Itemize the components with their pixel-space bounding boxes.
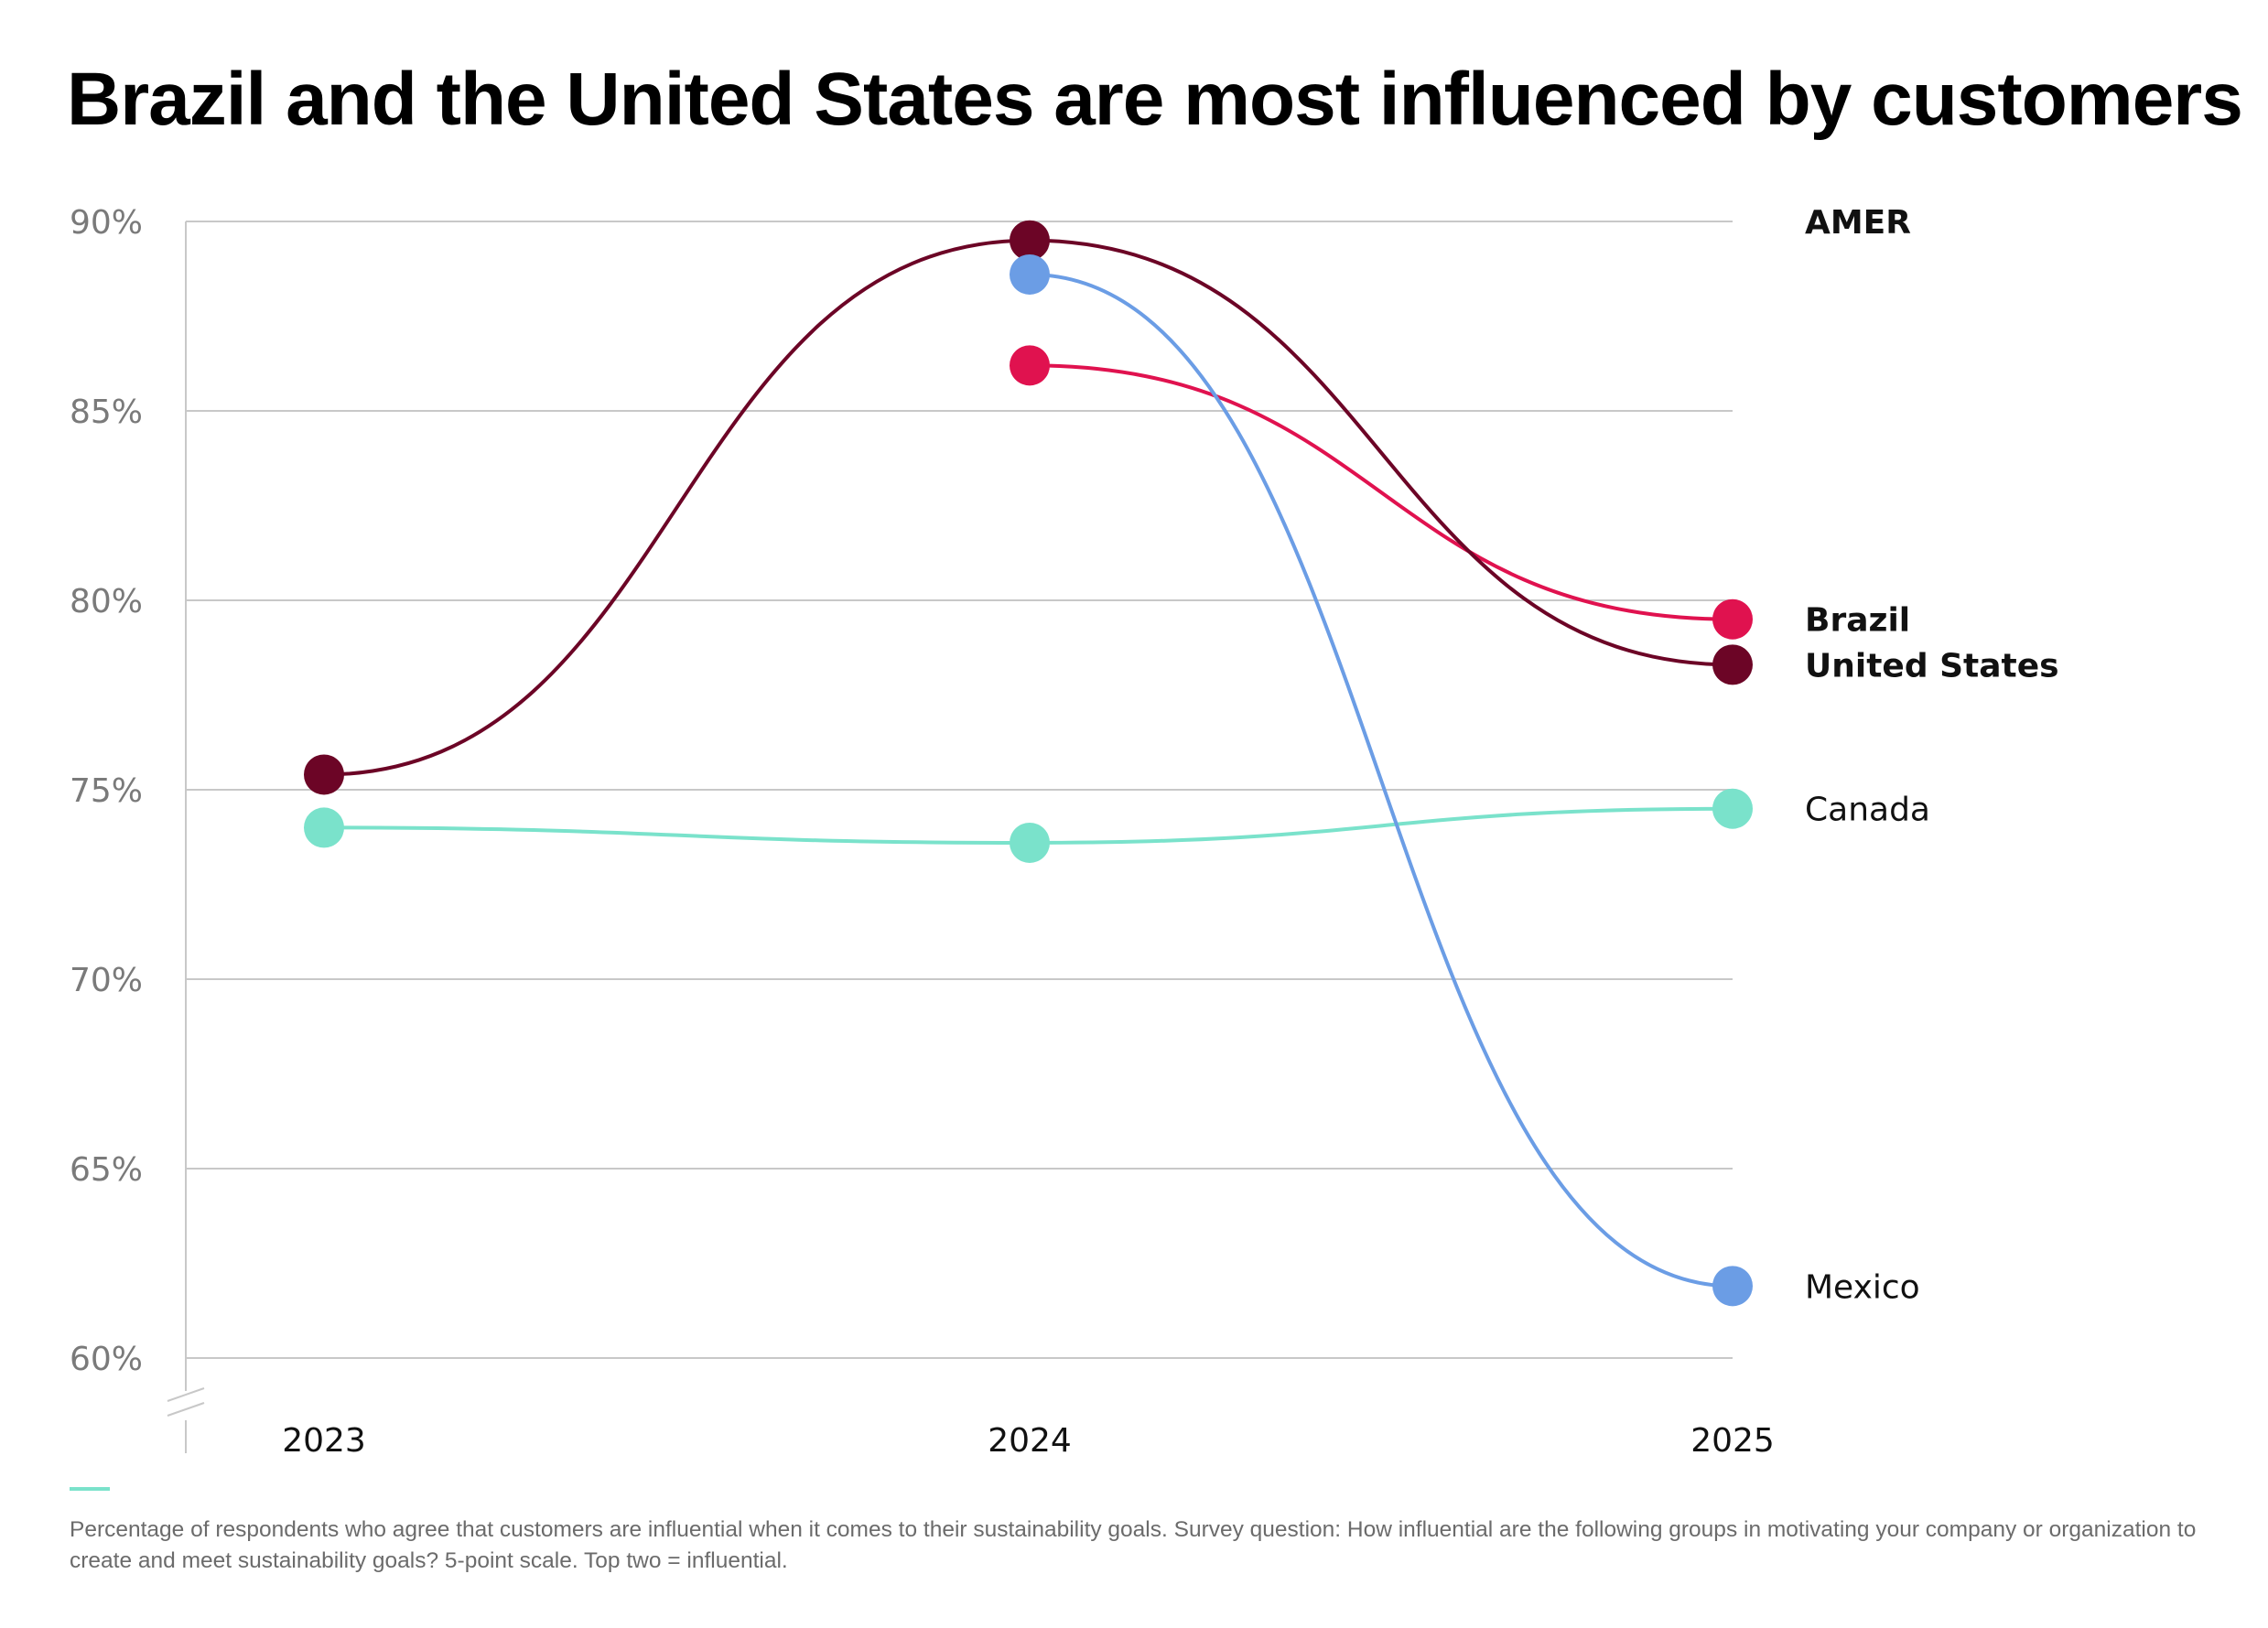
point-brazil-2024 [1010,345,1050,386]
axis-break-mark-2 [167,1402,205,1417]
y-axis [167,221,205,1453]
series-line-brazil [1028,363,1734,621]
legend-label-brazil: Brazil [1805,602,1910,640]
y-tick-labels: 90% 85% 80% 75% 70% 65% 60% [70,204,143,1378]
point-canada-2023 [304,807,344,848]
y-tick-label-75: 75% [70,772,143,810]
legend-title: AMER [1805,204,1911,242]
y-tick-label-65: 65% [70,1151,143,1189]
point-brazil-2025 [1712,598,1753,640]
x-tick-label-2023: 2023 [282,1422,366,1460]
gridlines [186,221,1733,1359]
series-lines [322,238,1734,1288]
legend-label-canada: Canada [1805,792,1930,829]
legend-label-mexico: Mexico [1805,1268,1920,1306]
legend: AMER Brazil United States Canada Mexico [1805,204,2059,1306]
point-mexico-2025 [1712,1266,1753,1307]
footnote: Percentage of respondents who agree that… [70,1517,2197,1573]
y-tick-label-70: 70% [70,962,143,999]
series-points [304,220,1753,1307]
x-tick-label-2024: 2024 [988,1422,1072,1460]
y-tick-label-90: 90% [70,204,143,242]
legend-label-united-states: United States [1805,647,2059,685]
series-line-mexico [1028,272,1734,1288]
y-tick-label-80: 80% [70,583,143,620]
point-united-states-2025 [1712,644,1753,685]
series-line-united-states [322,238,1734,777]
point-united-states-2023 [304,754,344,795]
x-tick-labels: 2023 2024 2025 [282,1422,1775,1460]
point-mexico-2024 [1010,253,1050,295]
point-canada-2025 [1712,788,1753,829]
footnote-accent-rule [70,1487,110,1491]
chart-title: Brazil and the United States are most in… [67,58,2243,141]
point-canada-2024 [1010,822,1050,863]
y-tick-label-60: 60% [70,1341,143,1378]
axis-break-mark-1 [167,1387,205,1402]
y-tick-label-85: 85% [70,394,143,431]
point-united-states-2024 [1010,220,1050,261]
x-tick-label-2025: 2025 [1690,1422,1775,1460]
